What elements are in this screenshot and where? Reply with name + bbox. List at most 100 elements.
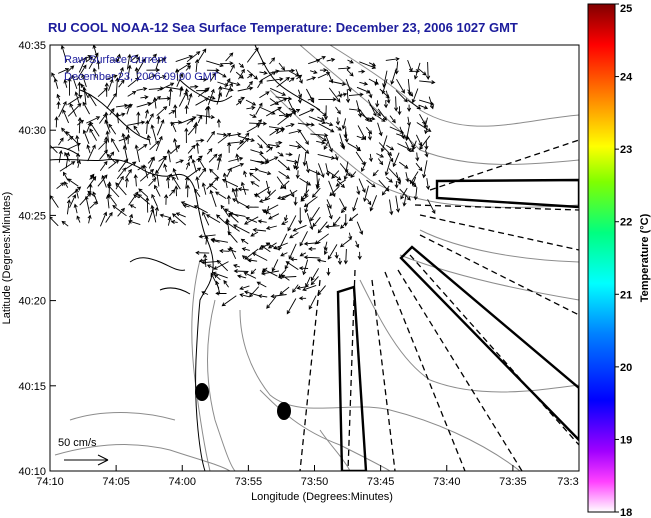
x-tick-label: 73:50	[301, 476, 329, 488]
current-vector-arrow	[145, 119, 150, 134]
current-vector-arrow	[325, 163, 330, 177]
current-vector-arrow	[288, 77, 295, 83]
current-vector-arrow	[128, 191, 139, 206]
current-vector-arrow	[392, 152, 400, 168]
current-vector-arrow	[107, 193, 117, 206]
current-vector-arrow	[415, 134, 423, 147]
current-vector-arrow	[316, 258, 327, 263]
current-vector-arrow	[56, 182, 65, 190]
current-vector-arrow	[84, 195, 91, 214]
current-vector-arrow	[303, 196, 318, 208]
colorbar-ticks: 25 24 23 22 21 20 19 18	[615, 3, 633, 518]
current-vector-arrow	[154, 184, 161, 197]
current-vector-arrow	[220, 204, 230, 218]
current-vector-arrow	[249, 113, 257, 118]
current-vector-arrow	[383, 100, 389, 109]
current-vector-arrow	[244, 248, 259, 260]
current-vector-arrow	[184, 127, 189, 144]
current-vector-arrow	[240, 238, 249, 245]
current-vector-arrow	[334, 153, 339, 161]
current-vector-arrow	[69, 102, 77, 117]
colorbar-tick-label: 21	[620, 289, 632, 301]
x-tick-label: 73:35	[499, 476, 527, 488]
current-vector-arrow	[215, 191, 227, 199]
current-vector-arrow	[118, 158, 129, 172]
current-vector-arrow	[210, 237, 228, 243]
current-vector-arrow	[317, 116, 325, 121]
current-vector-arrow	[235, 153, 240, 162]
current-vector-arrow	[233, 269, 249, 274]
current-vector-arrow	[190, 84, 199, 89]
current-vector-arrow	[173, 137, 178, 153]
current-vector-arrow	[67, 103, 82, 117]
current-vector-arrow	[347, 59, 354, 64]
current-vector-arrow	[221, 295, 237, 307]
current-vector-arrow	[239, 285, 250, 291]
current-vector-arrow	[186, 167, 202, 179]
current-vector-arrow	[265, 106, 282, 117]
current-vector-arrow	[316, 140, 326, 145]
current-vector-arrow	[209, 72, 216, 82]
current-vector-arrow	[216, 153, 222, 161]
current-vector-arrow	[163, 163, 168, 172]
current-vector-arrow	[146, 134, 151, 145]
current-vector-arrow	[337, 257, 343, 266]
current-vector-arrow	[413, 187, 418, 201]
current-vector-arrow	[277, 194, 291, 200]
current-vector-arrow	[289, 257, 298, 262]
current-vector-arrow	[389, 115, 396, 124]
current-vector-arrow	[196, 114, 216, 120]
current-vector-arrow	[285, 152, 293, 157]
current-vector-arrow	[304, 204, 309, 214]
marker-point-west	[195, 383, 209, 401]
current-vector-arrow	[380, 135, 388, 153]
current-vector-arrow	[250, 167, 260, 172]
colorbar-tick-label: 25	[620, 3, 632, 15]
current-vector-arrow	[165, 176, 171, 189]
current-vector-arrow	[396, 78, 405, 94]
current-vector-arrow	[107, 183, 120, 198]
current-vector-arrow	[150, 124, 157, 141]
current-vector-arrow	[69, 194, 77, 208]
current-vector-arrow	[196, 155, 203, 161]
current-vector-arrow	[399, 188, 411, 201]
current-vector-arrow	[168, 110, 176, 115]
current-vector-arrow	[343, 170, 349, 181]
current-vector-arrow	[348, 232, 353, 241]
current-vector-arrow	[193, 205, 208, 214]
current-vector-arrow	[227, 141, 232, 153]
current-vector-arrow	[355, 240, 360, 249]
current-vector-arrow	[170, 219, 178, 224]
current-vector-arrow	[287, 215, 297, 232]
current-vector-arrow	[148, 156, 155, 169]
current-vector-arrow	[344, 131, 349, 143]
current-vector-arrow	[198, 234, 216, 239]
current-vector-arrow	[216, 259, 229, 272]
current-vector-arrow	[112, 205, 127, 217]
x-tick-label: 73:3	[557, 476, 578, 488]
current-vector-arrow	[111, 137, 120, 153]
current-vector-arrow	[206, 264, 217, 270]
current-vector-arrow	[184, 88, 189, 101]
current-vector-arrow	[246, 105, 256, 110]
current-vector-arrow	[327, 244, 338, 260]
current-vector-arrow	[115, 77, 120, 96]
current-vector-arrow	[406, 116, 412, 127]
current-vector-arrow	[182, 204, 190, 209]
current-vector-arrow	[390, 68, 397, 85]
current-vector-arrow	[63, 79, 68, 88]
current-vector-arrow	[63, 171, 69, 181]
current-vector-arrow	[418, 104, 429, 110]
current-vector-arrow	[238, 62, 245, 68]
current-vector-arrow	[208, 183, 218, 191]
current-vector-arrow	[363, 185, 369, 203]
current-vector-arrow	[292, 224, 307, 232]
current-vector-arrow	[425, 178, 431, 191]
current-vector-arrow	[204, 235, 209, 245]
current-vector-arrow	[300, 195, 309, 202]
current-vector-arrow	[105, 211, 113, 223]
current-vector-arrow	[74, 188, 79, 199]
current-vector-arrow	[206, 176, 219, 190]
current-vector-arrow	[187, 144, 196, 154]
